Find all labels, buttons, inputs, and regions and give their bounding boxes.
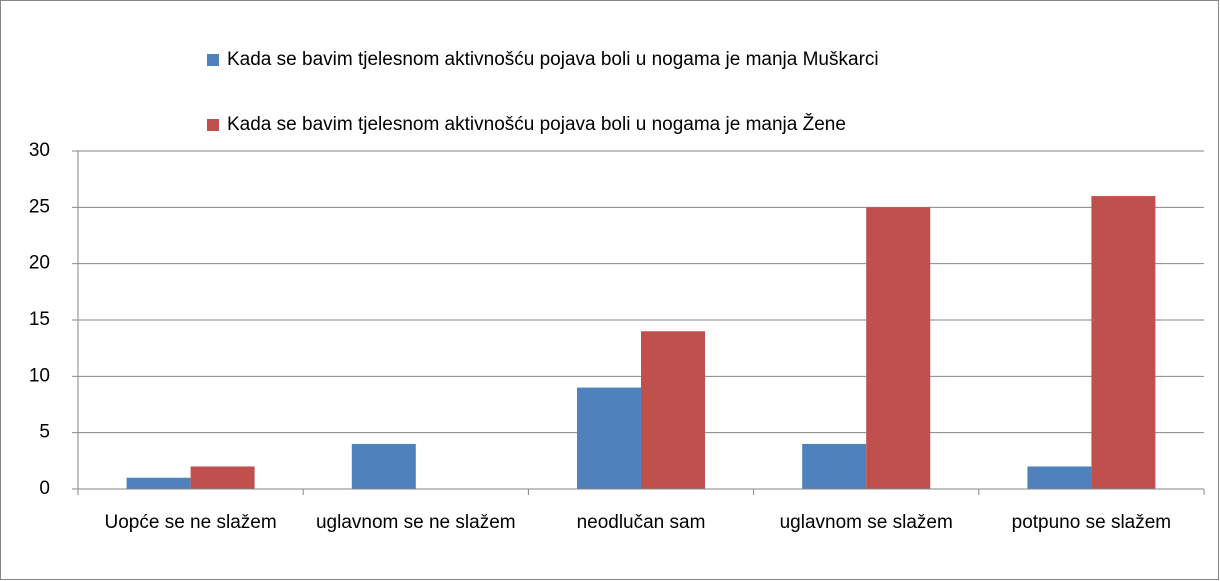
bar: [641, 331, 705, 489]
y-tick-label: 20: [29, 253, 50, 274]
legend-swatch: [207, 119, 219, 131]
legend-label: Kada se bavim tjelesnom aktivnošću pojav…: [227, 113, 846, 135]
y-tick-label: 0: [39, 478, 50, 499]
y-tick-label: 25: [29, 196, 50, 217]
x-tick-label: Uopće se ne slažem: [105, 512, 277, 533]
y-tick-label: 10: [29, 365, 50, 386]
legend-swatch: [207, 54, 219, 66]
y-tick-label: 15: [29, 309, 50, 330]
bar: [126, 477, 191, 489]
bar: [802, 443, 867, 489]
x-tick-label: potpuno se slažem: [1012, 512, 1172, 533]
y-tick-label: 30: [29, 140, 50, 161]
bar: [1027, 466, 1092, 489]
bar: [577, 387, 641, 489]
x-tick-label: uglavnom se slažem: [780, 512, 953, 533]
legend-label: Kada se bavim tjelesnom aktivnošću pojav…: [227, 49, 879, 70]
x-tick-label: neodlučan sam: [577, 512, 706, 533]
bar: [351, 443, 416, 489]
y-tick-label: 5: [39, 422, 50, 443]
bar: [866, 207, 931, 490]
bar: [1091, 196, 1156, 490]
bar: [190, 466, 255, 489]
x-tick-label: uglavnom se ne slažem: [316, 512, 516, 533]
